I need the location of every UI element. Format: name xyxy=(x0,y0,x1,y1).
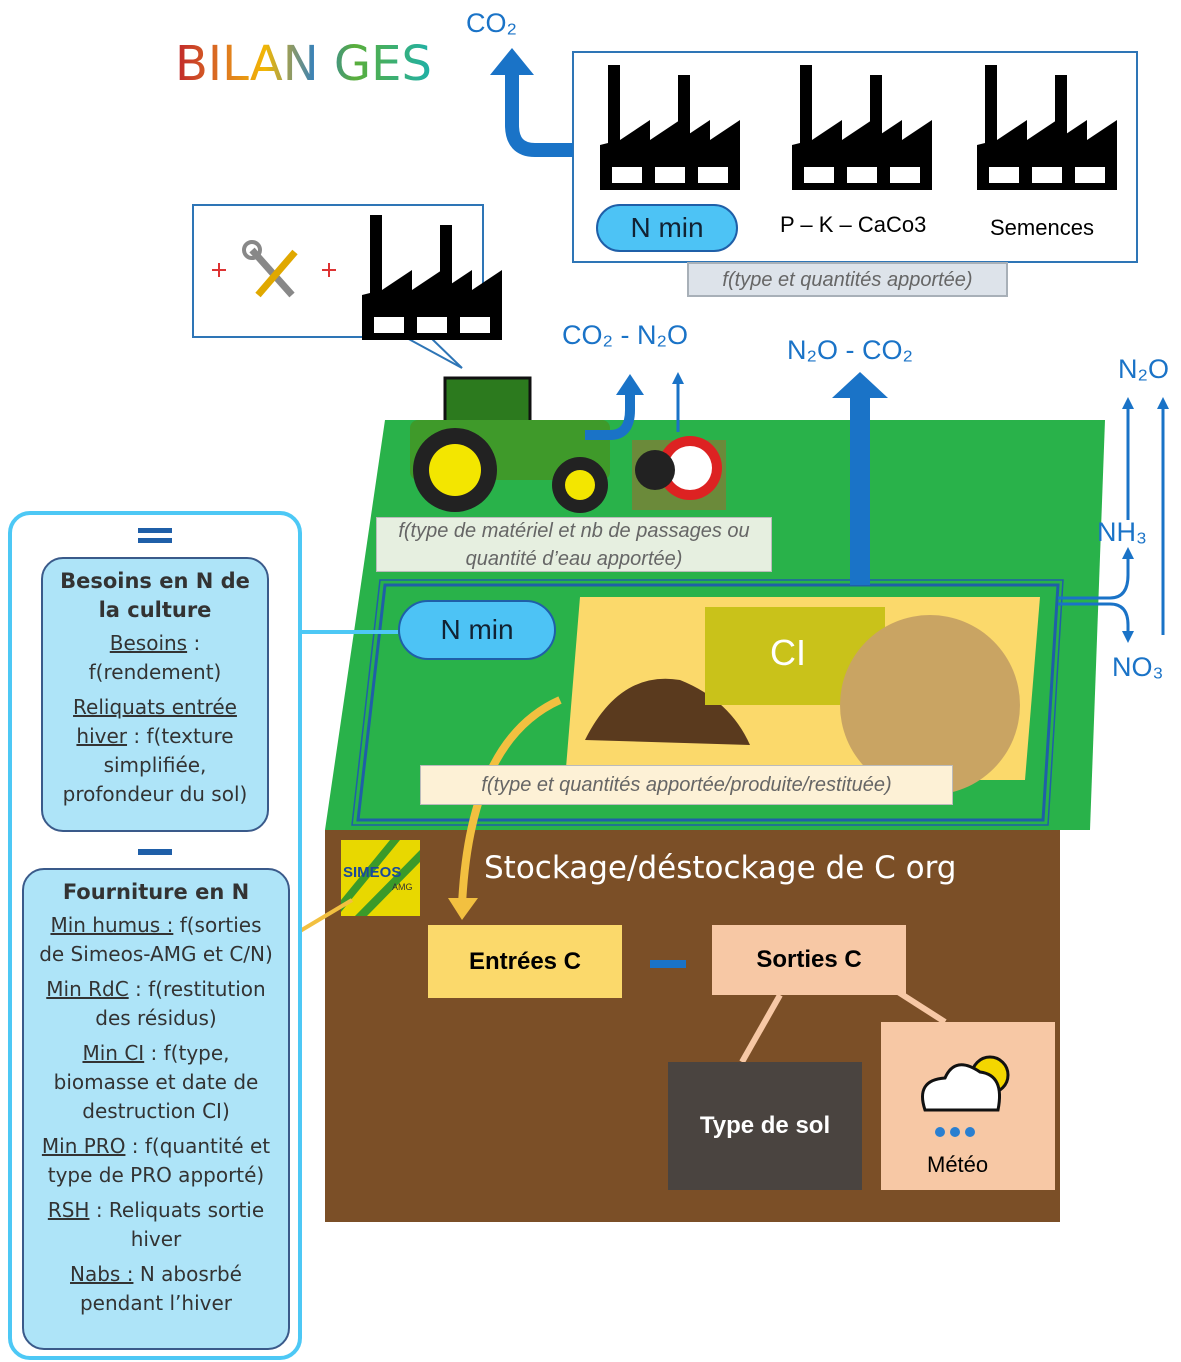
note: f(type de matériel et nb de passages ou … xyxy=(376,517,772,572)
arrowhead xyxy=(832,372,888,398)
item-term: Min RdC xyxy=(46,977,128,1001)
outputs-box: Sorties C xyxy=(712,925,906,995)
arrowhead xyxy=(616,374,644,395)
item: Min CI : f(type, biomasse et date de des… xyxy=(38,1039,274,1126)
note: f(type et quantités apportée) xyxy=(687,262,1008,297)
item: Nabs : N abosrbé pendant l’hiver xyxy=(38,1260,274,1318)
box-title: Besoins en N de la culture xyxy=(57,567,253,625)
item-term: RSH xyxy=(48,1198,90,1222)
title: BILAN GES xyxy=(175,36,432,92)
item: Min PRO : f(quantité et type de PRO appo… xyxy=(38,1132,274,1190)
label: CI xyxy=(770,632,806,674)
minus-sign xyxy=(138,849,172,855)
label: Stockage/déstockage de C org xyxy=(484,850,956,886)
inputs-box: Entrées C xyxy=(428,925,622,998)
item: RSH : Reliquats sortie hiver xyxy=(38,1196,274,1254)
logo-text: SIMEOS xyxy=(343,864,401,881)
pill: N min xyxy=(596,204,738,252)
pill: N min xyxy=(398,600,556,660)
arrowhead xyxy=(490,48,534,75)
item: Min humus : f(sorties de Simeos-AMG et C… xyxy=(38,911,274,969)
item: Reliquats entrée hiver : f(texture simpl… xyxy=(57,693,253,809)
box-title: Fourniture en N xyxy=(38,878,274,907)
item-term: Besoins xyxy=(110,631,187,655)
supply-box: Fourniture en N Min humus : f(sorties de … xyxy=(22,868,290,1350)
item-term: Min humus : xyxy=(50,913,173,937)
label: P – K – CaCo3 xyxy=(780,212,926,238)
logo-text: AMG xyxy=(392,882,413,892)
label: CO₂ xyxy=(466,8,517,39)
item: Min RdC : f(restitution des résidus) xyxy=(38,975,274,1033)
equals-sign xyxy=(138,538,172,543)
label: Semences xyxy=(990,215,1094,241)
label: NH₃ xyxy=(1097,517,1147,548)
arrow xyxy=(850,395,870,585)
label: NO₃ xyxy=(1112,652,1164,683)
arrow xyxy=(512,72,573,150)
item-term: Min CI xyxy=(82,1041,144,1065)
note: f(type et quantités apportée/produite/re… xyxy=(420,765,953,805)
irrigation-reel xyxy=(632,436,726,510)
item-term: Min PRO xyxy=(42,1134,126,1158)
label: CO₂ - N₂O xyxy=(562,320,688,351)
label: N₂O - CO₂ xyxy=(787,335,913,366)
item: Besoins : f(rendement) xyxy=(57,629,253,687)
minus-sign xyxy=(650,960,686,968)
item-term: Nabs : xyxy=(70,1262,133,1286)
label: Météo xyxy=(927,1152,988,1178)
label: N₂O xyxy=(1118,354,1169,385)
item-desc: : Reliquats sortie hiver xyxy=(96,1198,264,1251)
equals-sign xyxy=(138,528,172,533)
label: Type de sol xyxy=(668,1062,862,1190)
diagram: BILAN GES CO₂ N min P – K – CaCo3 Semenc… xyxy=(0,0,1181,1362)
